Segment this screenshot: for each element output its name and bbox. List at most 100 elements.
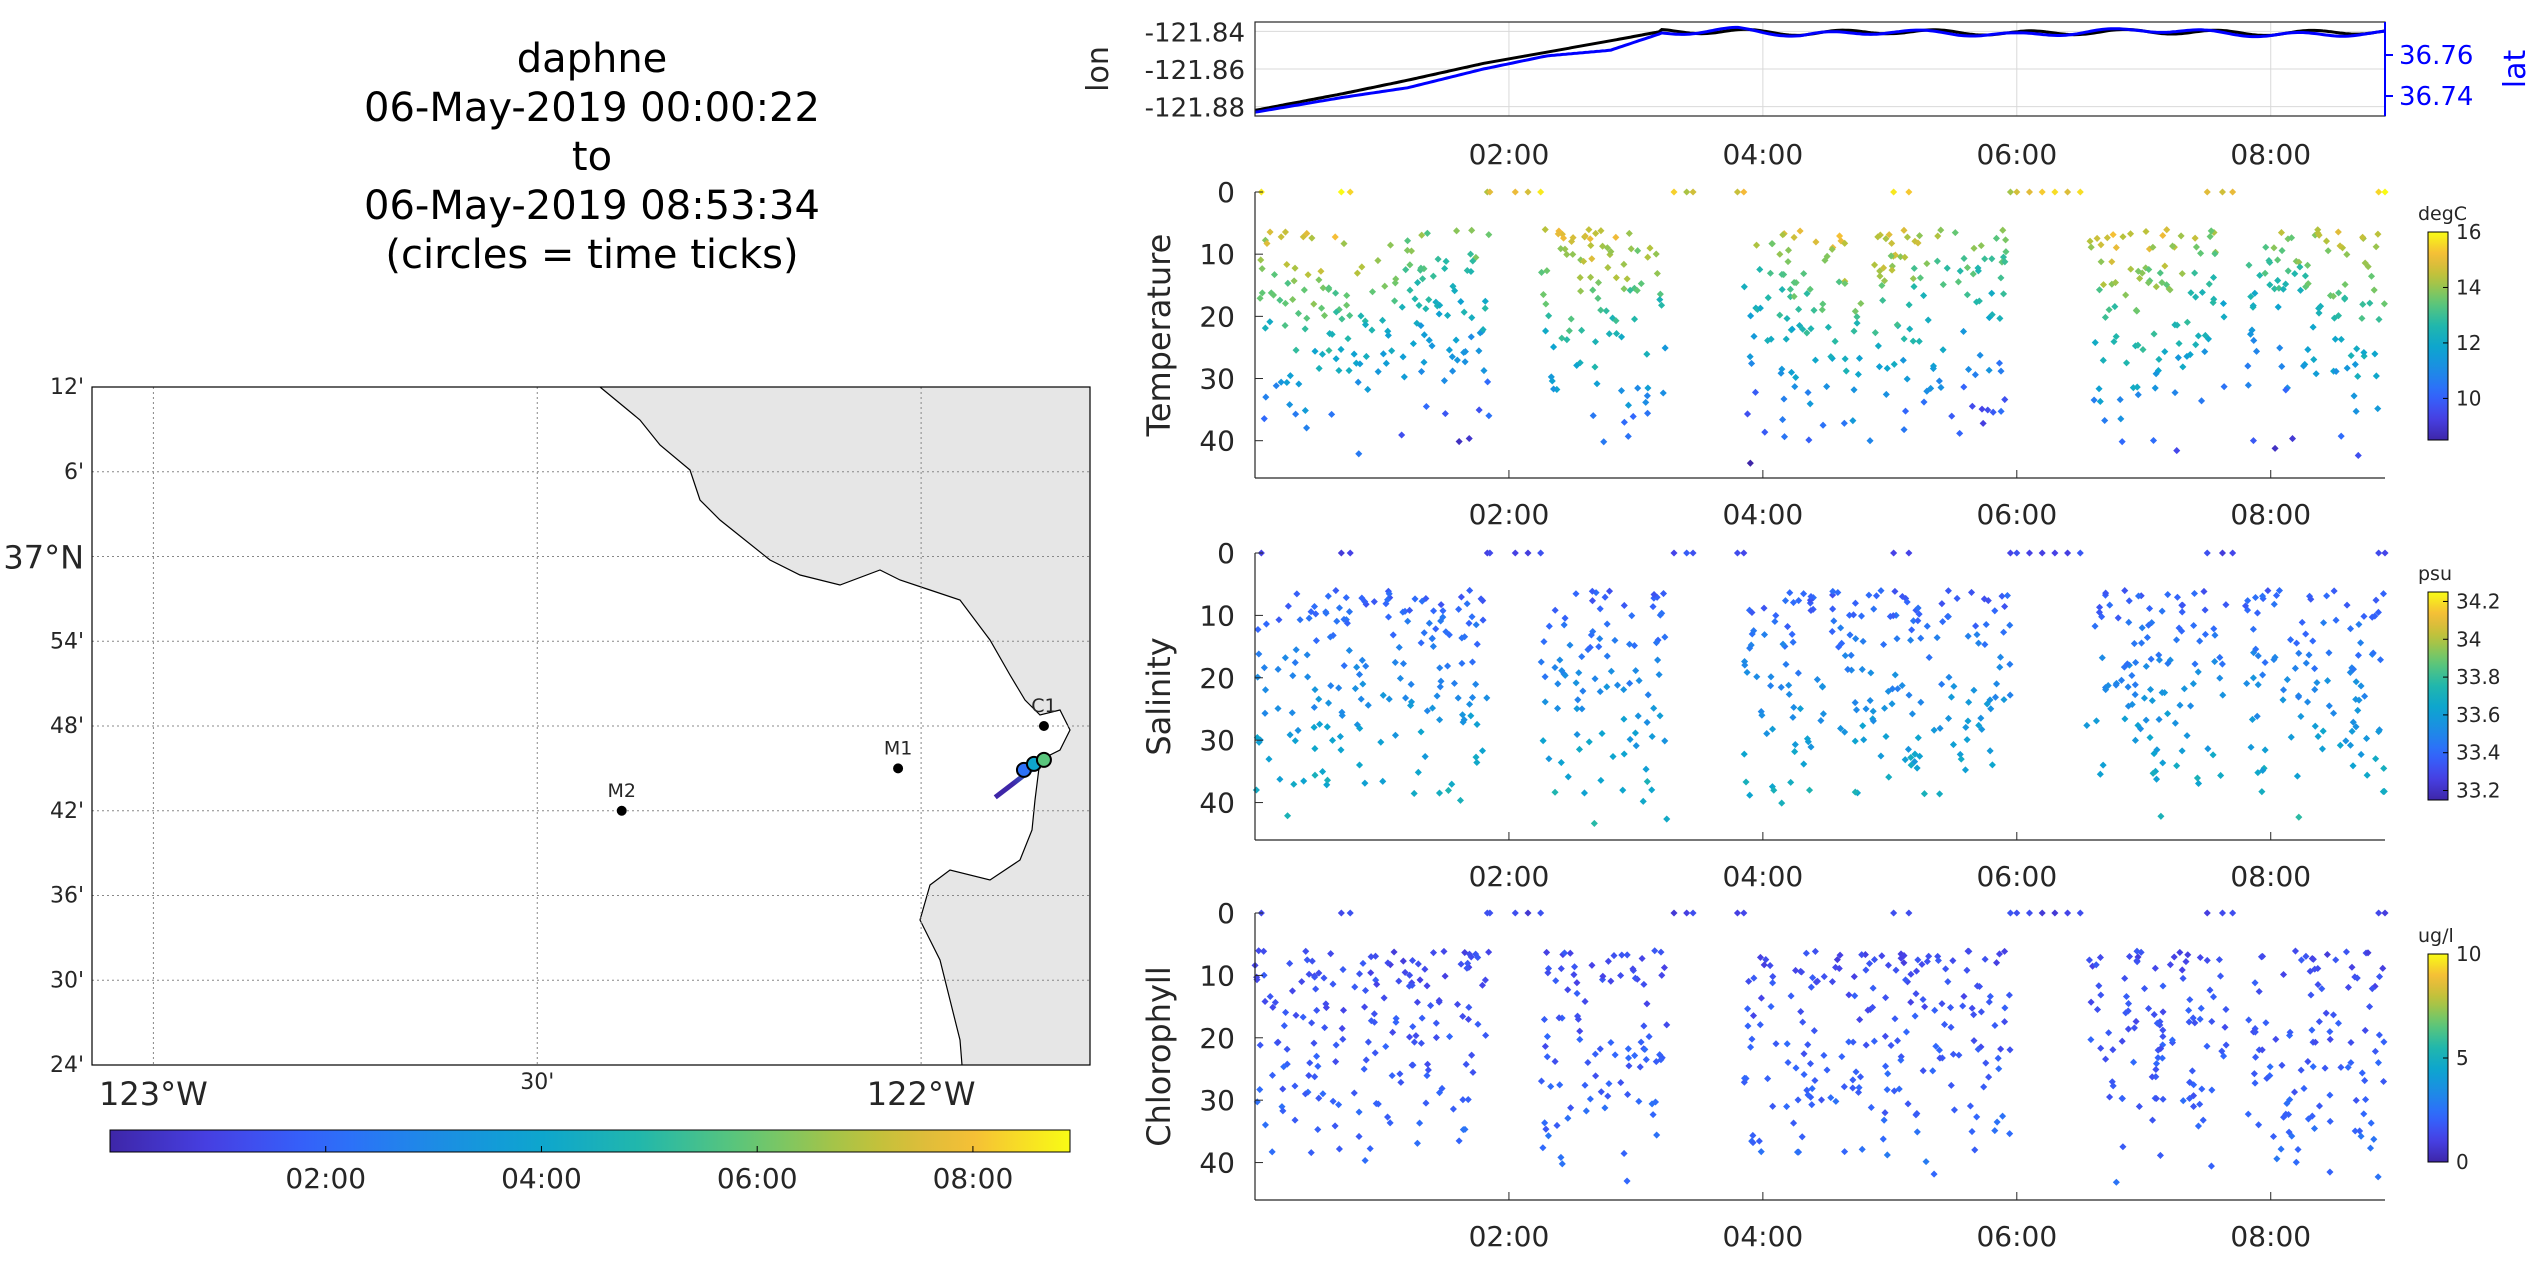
- position-right-tick-label: 36.76: [2399, 41, 2473, 71]
- map-panel: 12' 6' 37°N 54' 48' 42' 36' 30' 24' 123°W 30' 122°W…: [3, 375, 1091, 1195]
- map-lon-tick-label: 123°W: [99, 1075, 208, 1113]
- map-lat-tick-label: 30': [50, 968, 84, 993]
- position-y-tick-label: -121.88: [1145, 94, 1245, 124]
- salinity-colorbar-label: psu: [2418, 563, 2452, 585]
- title-line-4: (circles = time ticks): [385, 232, 798, 278]
- salinity-colorbar: [2427, 591, 2449, 801]
- temperature-x-tick-label: 02:00: [1469, 498, 1550, 531]
- salinity-y-tick-label: 40: [1199, 787, 1235, 820]
- station-label: M1: [884, 737, 912, 759]
- temperature-colorbar-label: degC: [2418, 203, 2467, 225]
- salinity-chart: 0 10 20 30 40 02:00 04:00 06:00 08:00 Salinity psu…: [1140, 537, 2501, 893]
- map-lat-tick-label: 54': [50, 629, 84, 654]
- time-colorbar: [109, 1129, 1071, 1153]
- chlorophyll-x-tick-label: 08:00: [2230, 1220, 2311, 1253]
- salinity-colorbar-tick-label: 33.8: [2456, 665, 2501, 689]
- chlorophyll-data-point: [1474, 1020, 1482, 1028]
- temperature-x-tick-label: 06:00: [1976, 498, 2057, 531]
- chlorophyll-y-tick-label: 10: [1199, 959, 1235, 992]
- map-lat-tick-label: 42': [50, 799, 84, 824]
- temperature-y-tick-label: 10: [1199, 238, 1235, 271]
- chlorophyll-y-tick-label: 0: [1217, 897, 1235, 930]
- salinity-x-tick-label: 02:00: [1469, 860, 1550, 893]
- salinity-colorbar-tick-label: 33.6: [2456, 703, 2501, 727]
- chlorophyll-colorbar-tick-label: 0: [2456, 1150, 2469, 1174]
- salinity-y-tick-label: 20: [1199, 662, 1235, 695]
- salinity-y-tick-label: 30: [1199, 724, 1235, 757]
- map-lat-tick-label: 48': [50, 714, 84, 739]
- title-line-3: 06-May-2019 08:53:34: [364, 183, 820, 229]
- time-colorbar-label: 04:00: [501, 1162, 582, 1195]
- temperature-x-tick-label: 08:00: [2230, 498, 2311, 531]
- chlorophyll-colorbar-label: ug/l: [2418, 925, 2454, 947]
- map-lat-tick-label: 24': [50, 1053, 84, 1078]
- map-lat-tick-label: 36': [50, 884, 84, 909]
- chlorophyll-data-point: [1941, 1020, 1949, 1029]
- chlorophyll-y-tick-label: 20: [1199, 1022, 1235, 1055]
- chlorophyll-y-tick-label: 30: [1199, 1084, 1235, 1117]
- temperature-y-tick-label: 40: [1199, 425, 1235, 458]
- chlorophyll-colorbar-tick-label: 5: [2456, 1046, 2469, 1070]
- position-ylabel: lon: [1081, 46, 1116, 92]
- position-x-tick-label: 06:00: [1976, 138, 2057, 171]
- time-series-panels: -121.84 -121.86 -121.88 36.76 36.74 02:00 04:0…: [1081, 18, 2533, 1253]
- chlorophyll-x-tick-label: 02:00: [1469, 1220, 1550, 1253]
- map-lat-tick-label: 12': [50, 375, 84, 400]
- temperature-y-tick-label: 20: [1199, 300, 1235, 333]
- map-lat-tick-label: 6': [64, 460, 84, 485]
- time-tick-circle: [1035, 751, 1052, 768]
- station-marker: [616, 805, 627, 816]
- chlorophyll-x-tick-label: 06:00: [1976, 1220, 2057, 1253]
- title-line-2: to: [572, 134, 612, 180]
- salinity-y-tick-label: 0: [1217, 537, 1235, 570]
- temperature-colorbar-tick-label: 12: [2456, 331, 2481, 355]
- salinity-data-point: [1359, 680, 1367, 688]
- salinity-colorbar-tick-label: 33.2: [2456, 779, 2501, 803]
- coastline: [599, 386, 1071, 1066]
- station-marker: [893, 763, 904, 774]
- temperature-x-tick-label: 04:00: [1723, 498, 1804, 531]
- temperature-chart: 0 10 20 30 40 02:00 04:00 06:00 08:00 Temperature…: [1140, 176, 2481, 531]
- map-lat-tick-label: 37°N: [3, 539, 84, 577]
- salinity-y-tick-label: 10: [1199, 599, 1235, 632]
- station-label: M2: [607, 780, 635, 802]
- time-colorbar-label: 06:00: [717, 1162, 798, 1195]
- position-x-tick-label: 02:00: [1469, 138, 1550, 171]
- position-chart: -121.84 -121.86 -121.88 36.76 36.74 02:00 04:0…: [1081, 18, 2533, 171]
- position-right-tick-label: 36.74: [2399, 82, 2473, 112]
- title-line-0: daphne: [517, 36, 668, 82]
- map-lon-tick-label: 30': [520, 1070, 554, 1095]
- position-ylabel-right: lat: [2498, 50, 2533, 89]
- salinity-ylabel: Salinity: [1140, 637, 1178, 755]
- time-colorbar-label: 02:00: [285, 1162, 366, 1195]
- position-x-tick-label: 08:00: [2230, 138, 2311, 171]
- temperature-colorbar-tick-label: 10: [2456, 386, 2481, 410]
- station-label: C1: [1031, 695, 1056, 717]
- salinity-x-tick-label: 06:00: [1976, 860, 2057, 893]
- chlorophyll-chart: 0 10 20 30 40 02:00 04:00 06:00 08:00 Chlorophyll…: [1140, 897, 2481, 1253]
- position-x-tick-label: 04:00: [1723, 138, 1804, 171]
- salinity-colorbar-tick-label: 34: [2456, 627, 2481, 651]
- salinity-x-tick-label: 04:00: [1723, 860, 1804, 893]
- chlorophyll-y-tick-label: 40: [1199, 1147, 1235, 1180]
- salinity-x-tick-label: 08:00: [2230, 860, 2311, 893]
- map-frame: [91, 386, 1091, 1066]
- temperature-y-tick-label: 0: [1217, 176, 1235, 209]
- position-y-tick-label: -121.86: [1145, 56, 1245, 86]
- temperature-colorbar-tick-label: 16: [2456, 220, 2481, 244]
- temperature-y-tick-label: 30: [1199, 363, 1235, 396]
- chlorophyll-colorbar-tick-label: 10: [2456, 942, 2481, 966]
- salinity-colorbar-tick-label: 34.2: [2456, 589, 2501, 613]
- title-line-1: 06-May-2019 00:00:22: [364, 85, 820, 131]
- position-series-line: [1254, 25, 2386, 114]
- salinity-axes-bg: [1255, 553, 2385, 840]
- chlorophyll-x-tick-label: 04:00: [1723, 1220, 1804, 1253]
- map-lon-tick-label: 122°W: [867, 1075, 976, 1113]
- chlorophyll-axes-bg: [1255, 913, 2385, 1200]
- chlorophyll-ylabel: Chlorophyll: [1140, 966, 1178, 1146]
- temperature-ylabel: Temperature: [1140, 234, 1178, 438]
- position-y-tick-label: -121.84: [1145, 18, 1245, 48]
- temperature-colorbar-tick-label: 14: [2456, 275, 2481, 299]
